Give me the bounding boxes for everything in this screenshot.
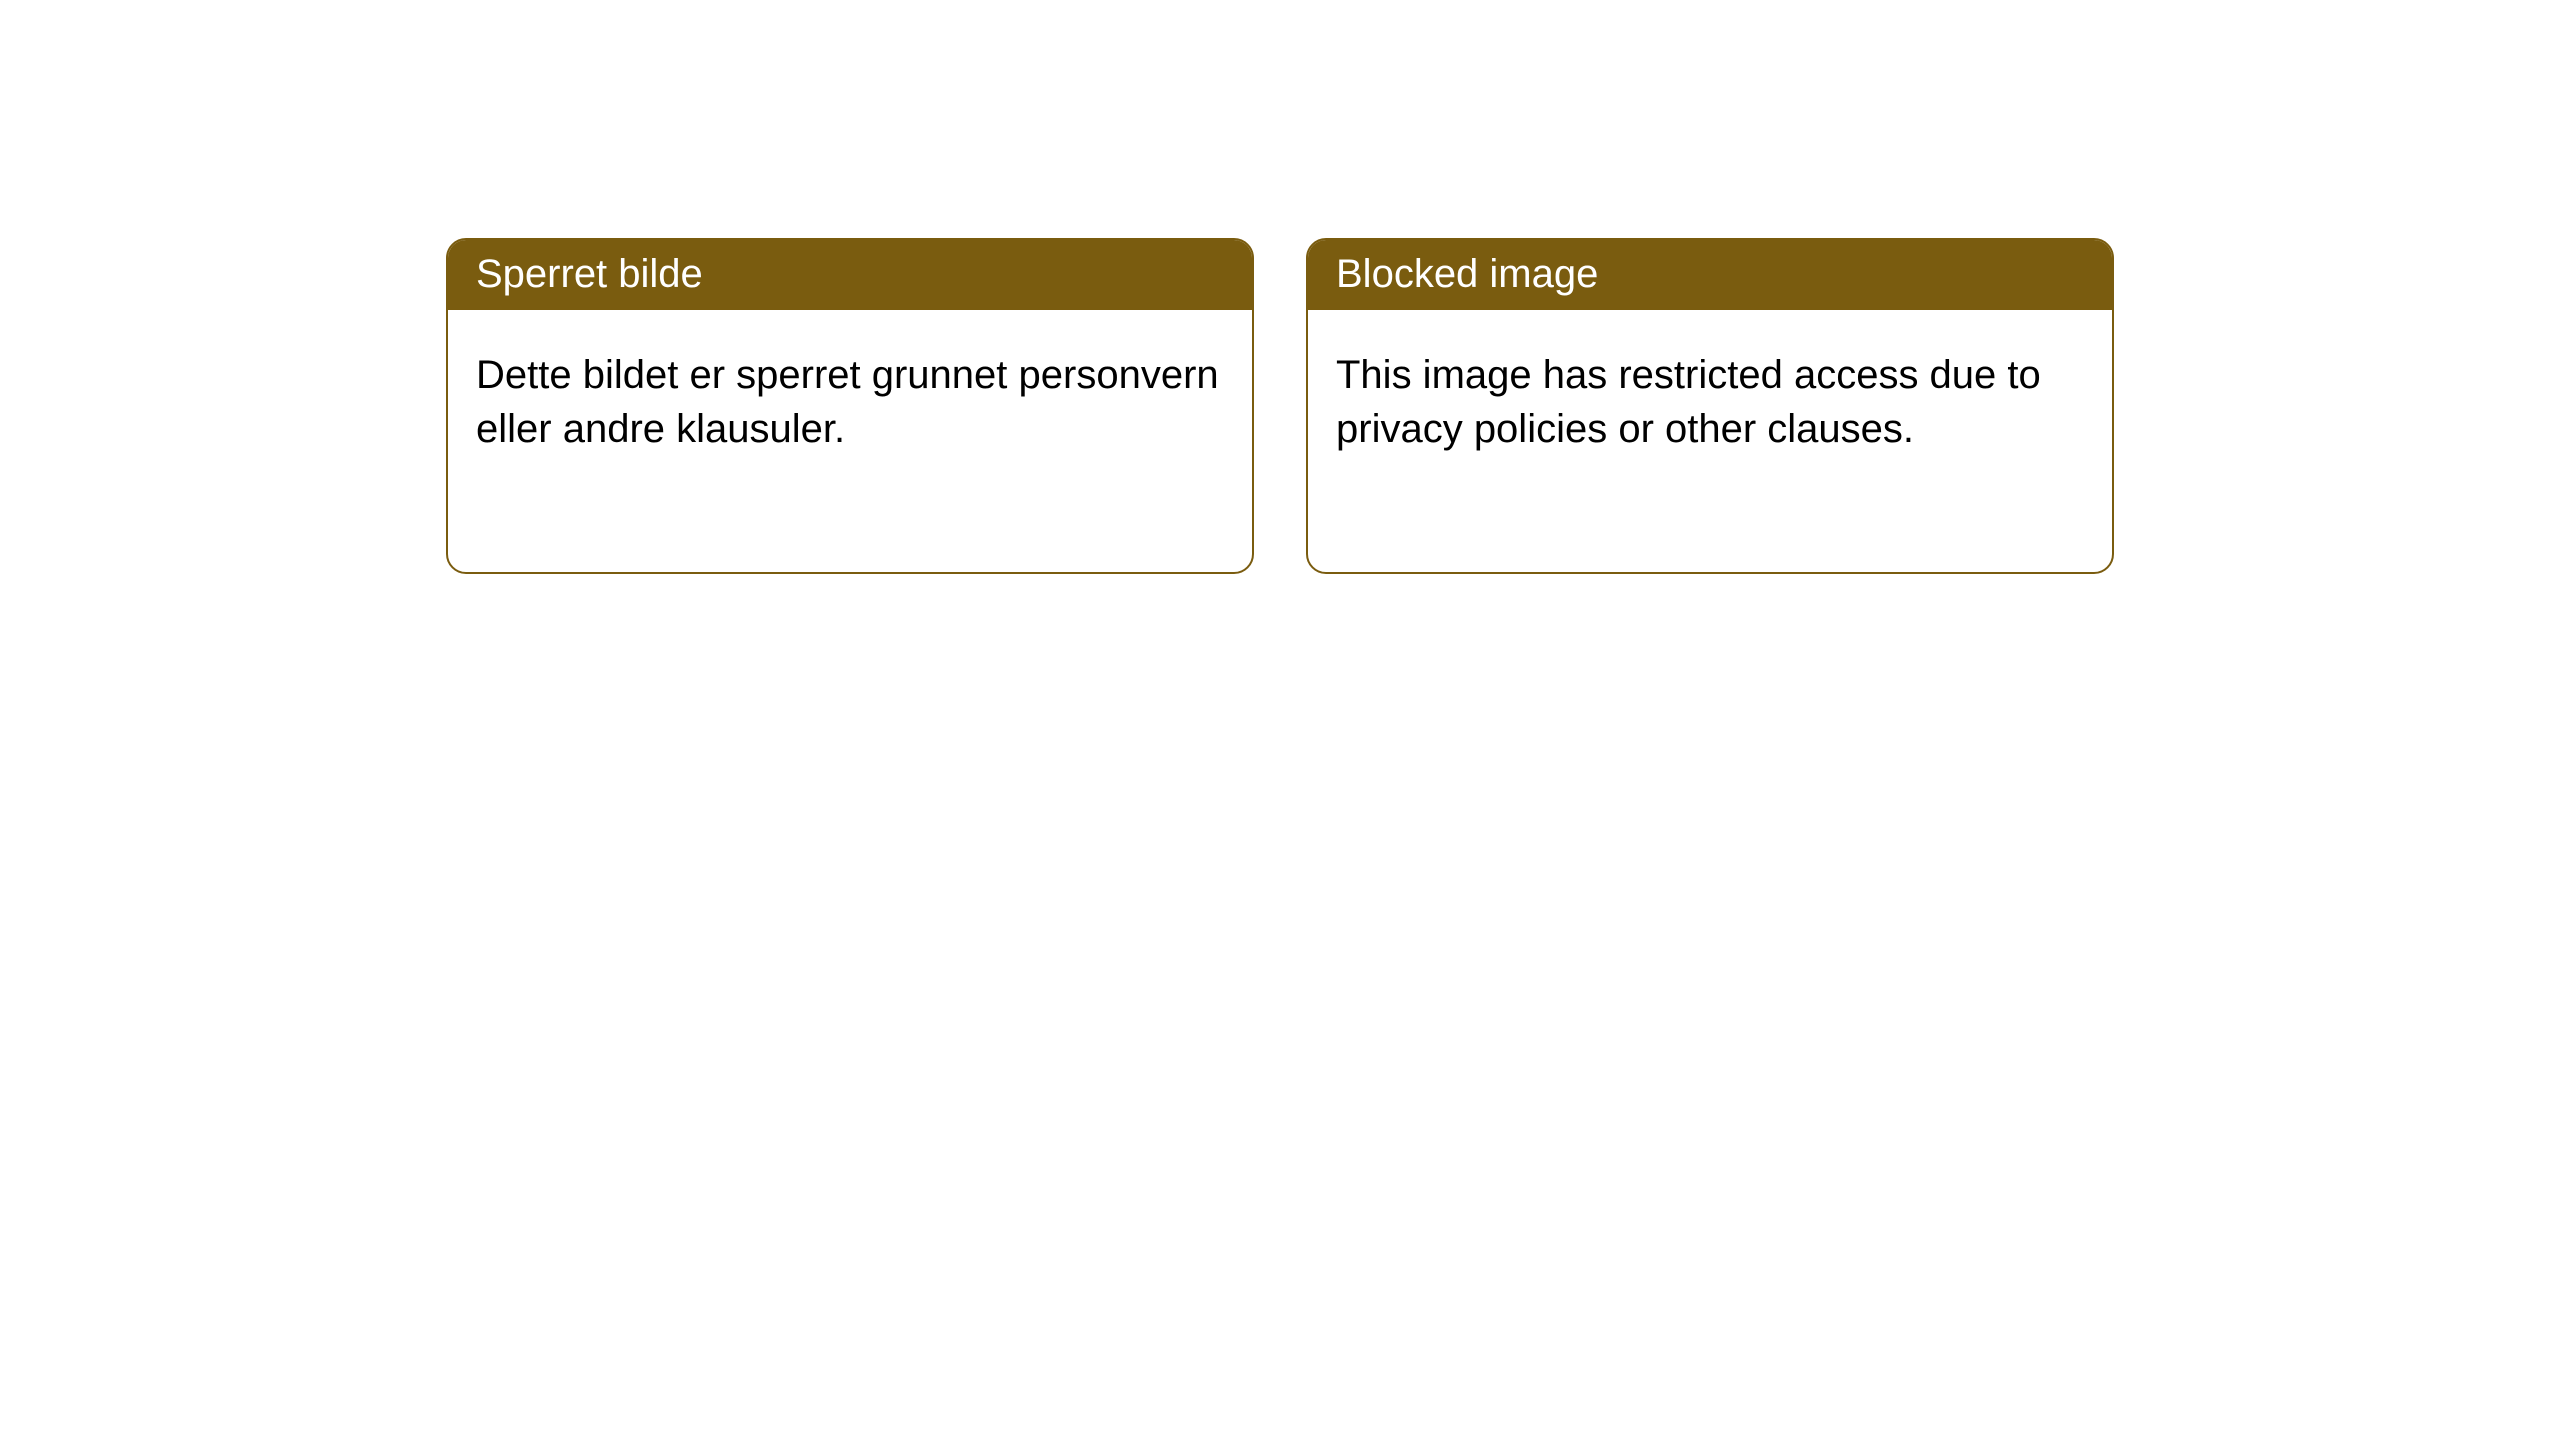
notice-card-english: Blocked image This image has restricted … (1306, 238, 2114, 574)
notice-card-norwegian: Sperret bilde Dette bildet er sperret gr… (446, 238, 1254, 574)
notice-card-title: Sperret bilde (448, 240, 1252, 310)
notice-card-title: Blocked image (1308, 240, 2112, 310)
notice-card-body: Dette bildet er sperret grunnet personve… (448, 310, 1252, 494)
notice-card-body: This image has restricted access due to … (1308, 310, 2112, 494)
notice-container: Sperret bilde Dette bildet er sperret gr… (0, 0, 2560, 574)
